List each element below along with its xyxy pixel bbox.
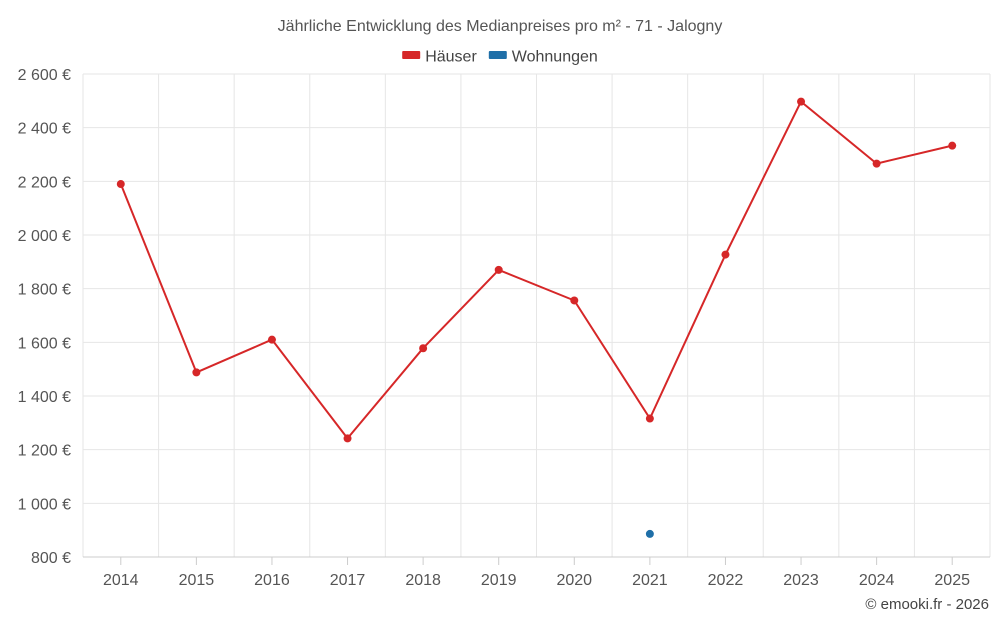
data-point-haeuser: [267, 335, 276, 344]
y-tick-label: 1 000 €: [18, 496, 71, 513]
y-tick-label: 2 600 €: [18, 67, 71, 84]
y-tick-label: 800 €: [31, 550, 71, 567]
legend-label: Wohnungen: [512, 49, 598, 66]
data-point-haeuser: [419, 344, 428, 353]
legend-item-wohnungen: Wohnungen: [488, 49, 598, 66]
data-point-haeuser: [343, 434, 352, 443]
x-tick-label: 2025: [934, 572, 970, 589]
x-tick-label: 2020: [556, 572, 592, 589]
data-point-haeuser: [721, 250, 730, 259]
x-tick-label: 2016: [254, 572, 290, 589]
data-point-haeuser: [192, 368, 201, 377]
x-tick-label: 2018: [405, 572, 441, 589]
grid: [82, 73, 991, 558]
y-tick-label: 2 200 €: [18, 174, 71, 191]
y-tick-label: 2 400 €: [18, 121, 71, 138]
x-axis: 2014 2015 2016 2017 2018 2019 2020 2021 2022 2023…: [83, 556, 990, 589]
y-tick-label: 2 000 €: [18, 228, 71, 245]
x-tick-label: 2023: [783, 572, 819, 589]
legend-swatch: [402, 51, 421, 59]
data-point-haeuser: [570, 296, 579, 305]
data-point-haeuser: [797, 97, 806, 106]
data-point-haeuser: [645, 414, 654, 423]
x-tick-label: 2019: [481, 572, 517, 589]
chart-title: Jährliche Entwicklung des Medianpreises …: [278, 18, 723, 35]
x-tick-label: 2015: [179, 572, 215, 589]
series-layer: [116, 97, 957, 538]
y-tick-label: 1 400 €: [18, 389, 71, 406]
data-point-haeuser: [494, 265, 503, 274]
legend-item-haeuser: Häuser: [402, 49, 477, 66]
x-tick-label: 2017: [330, 572, 366, 589]
data-point-haeuser: [872, 159, 881, 168]
x-tick-label: 2021: [632, 572, 668, 589]
series-line-haeuser: [119, 100, 953, 440]
legend-swatch: [488, 51, 507, 59]
data-point-haeuser: [116, 180, 125, 189]
credit: © emooki.fr - 2026: [865, 596, 989, 613]
legend-label: Häuser: [425, 49, 477, 66]
x-tick-label: 2014: [103, 572, 139, 589]
y-axis: 800 € 1 000 € 1 200 € 1 400 € 1 600 € 1 800 €…: [18, 67, 71, 567]
legend: Häuser Wohnungen: [402, 49, 598, 66]
data-point-haeuser: [948, 141, 957, 150]
x-tick-label: 2024: [859, 572, 895, 589]
y-tick-label: 1 200 €: [18, 443, 71, 460]
data-point-wohnungen: [645, 529, 654, 538]
y-tick-label: 1 800 €: [18, 282, 71, 299]
y-tick-label: 1 600 €: [18, 335, 71, 352]
x-tick-label: 2022: [708, 572, 744, 589]
